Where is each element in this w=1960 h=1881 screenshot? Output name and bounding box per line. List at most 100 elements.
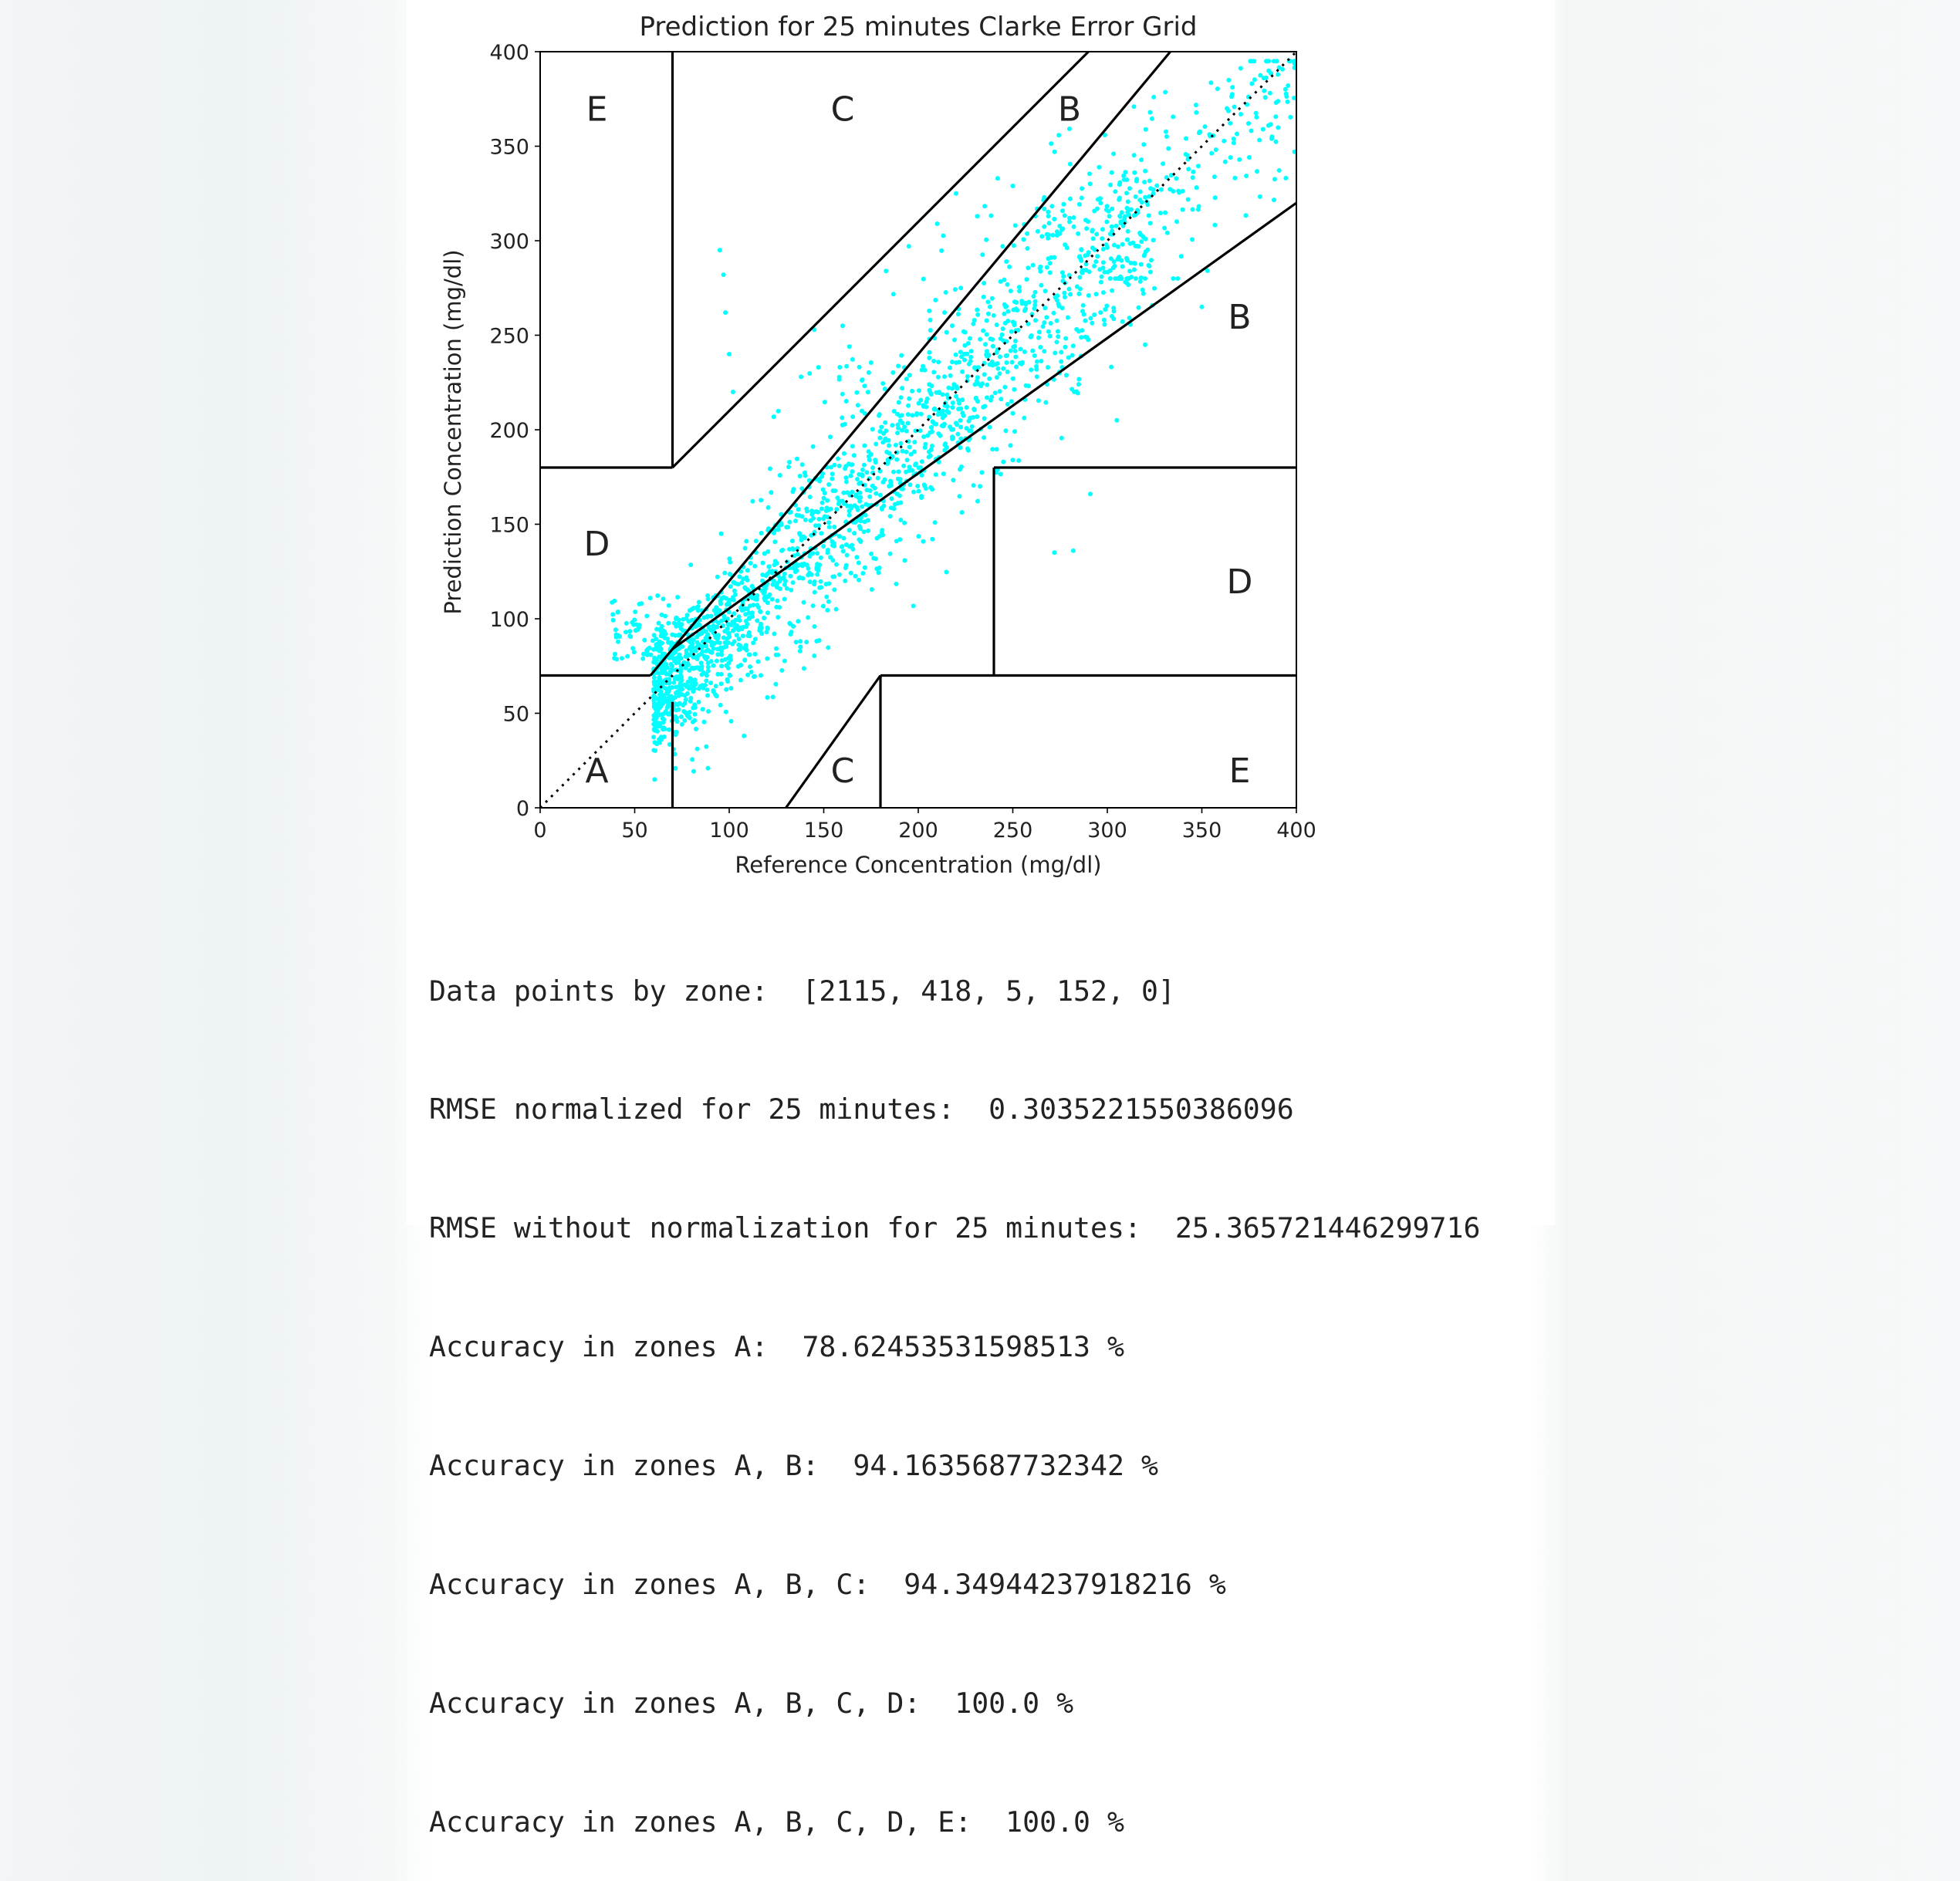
data-point: [1032, 353, 1037, 358]
data-point: [769, 596, 775, 602]
data-point: [1068, 292, 1073, 297]
data-point: [772, 539, 778, 545]
data-point: [736, 642, 742, 647]
data-point: [908, 451, 914, 457]
data-point: [1205, 268, 1210, 273]
data-point: [678, 683, 683, 688]
data-point: [919, 459, 924, 464]
data-point: [673, 633, 678, 638]
data-point: [1107, 276, 1113, 281]
data-point: [1212, 195, 1218, 201]
data-point: [902, 520, 907, 525]
data-point: [674, 615, 679, 620]
data-point: [836, 456, 840, 461]
data-point: [1124, 191, 1129, 196]
data-point: [1080, 328, 1085, 333]
data-point: [1002, 277, 1007, 282]
data-point: [1222, 159, 1228, 164]
data-point: [972, 407, 977, 413]
data-point: [759, 498, 764, 503]
data-point: [984, 332, 989, 337]
data-point: [1272, 198, 1276, 203]
data-point: [687, 710, 692, 715]
data-point: [715, 574, 720, 579]
data-point: [1260, 127, 1266, 132]
data-point: [848, 570, 853, 576]
data-point: [1013, 354, 1019, 360]
data-point: [727, 352, 732, 356]
data-point: [782, 571, 787, 576]
data-point: [907, 482, 913, 488]
data-point: [874, 556, 878, 562]
data-point: [691, 689, 696, 694]
data-point: [813, 523, 818, 529]
data-point: [916, 400, 921, 406]
data-point: [933, 472, 938, 478]
data-point: [623, 620, 629, 626]
data-point: [1276, 167, 1282, 173]
data-point: [1158, 211, 1163, 216]
data-point: [746, 615, 752, 620]
data-point: [765, 656, 770, 661]
data-point: [750, 498, 755, 504]
data-point: [953, 420, 958, 426]
data-point: [1272, 177, 1277, 182]
data-point: [950, 405, 955, 410]
data-point: [928, 390, 933, 395]
data-point: [1108, 182, 1113, 187]
data-point: [1086, 293, 1091, 298]
data-point: [928, 317, 933, 323]
data-point: [660, 651, 665, 657]
data-point: [755, 618, 760, 623]
data-point: [899, 353, 904, 358]
data-point: [934, 221, 940, 226]
data-point: [610, 599, 615, 605]
data-point: [619, 656, 624, 661]
data-point: [974, 397, 979, 402]
data-point: [703, 629, 708, 634]
data-point: [989, 394, 995, 400]
data-point: [658, 689, 664, 694]
data-point: [1022, 350, 1027, 354]
data-point: [1077, 254, 1083, 259]
data-point: [1088, 316, 1093, 321]
data-point: [830, 476, 835, 481]
data-point: [694, 746, 700, 751]
data-point: [659, 712, 664, 718]
data-point: [994, 447, 999, 452]
data-point: [1012, 339, 1018, 343]
data-point: [1115, 244, 1120, 249]
data-point: [666, 640, 671, 645]
data-point: [969, 424, 975, 429]
data-point: [816, 516, 822, 522]
data-point: [1099, 274, 1104, 279]
data-point: [612, 656, 617, 661]
data-point: [724, 644, 729, 649]
data-point: [880, 528, 885, 533]
y-tick-label: 350: [489, 136, 529, 160]
data-point: [981, 404, 986, 410]
data-point: [755, 659, 761, 664]
data-point: [717, 640, 722, 646]
data-point: [1056, 133, 1062, 138]
data-point: [1225, 106, 1229, 111]
data-point: [796, 619, 801, 624]
data-point: [1151, 238, 1156, 243]
data-point: [691, 637, 696, 643]
data-point: [927, 350, 932, 355]
data-point: [898, 441, 904, 446]
data-point: [693, 654, 698, 660]
data-point: [688, 676, 693, 681]
data-point: [773, 652, 779, 657]
data-point: [1010, 458, 1015, 463]
data-point: [1120, 319, 1125, 324]
data-point: [1002, 384, 1008, 390]
data-point: [1005, 353, 1009, 358]
data-point: [968, 415, 973, 420]
scatter-points: [610, 59, 1297, 782]
data-point: [833, 606, 839, 612]
data-point: [1043, 400, 1049, 405]
data-point: [625, 653, 630, 659]
data-point: [924, 400, 929, 404]
data-point: [766, 564, 772, 569]
